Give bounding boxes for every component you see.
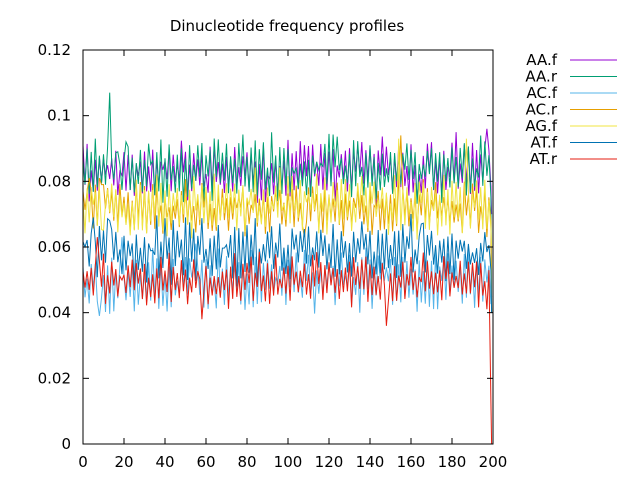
y-tick-label: 0.08 [38, 172, 71, 190]
y-tick-label: 0 [61, 435, 71, 453]
y-tick-label: 0.04 [38, 304, 71, 322]
chart-title: Dinucleotide frequency profiles [170, 17, 405, 35]
x-tick-label: 140 [356, 453, 385, 471]
axes: 0 20 40 60 80 100 120 140 160 180 200 0 0.02 0.04 0.06… [38, 41, 508, 471]
y-tick-label: 0.06 [38, 238, 71, 256]
legend: AA.fAA.rAC.fAC.rAG.fAT.fAT.r [525, 51, 617, 168]
x-tick-label: 200 [479, 453, 508, 471]
x-tick-label: 60 [196, 453, 215, 471]
legend-label: AC.f [526, 84, 557, 102]
plot-lines [82, 92, 493, 445]
series-line-at-f [82, 213, 493, 313]
x-tick-label: 40 [155, 453, 174, 471]
x-tick-label: 80 [237, 453, 256, 471]
x-tick-label: 0 [78, 453, 88, 471]
series-line-ag-f [82, 138, 493, 248]
legend-label: AT.f [530, 134, 557, 152]
series-line-at-r [82, 237, 493, 445]
legend-label: AA.f [526, 51, 557, 69]
legend-label: AA.r [525, 68, 557, 86]
x-tick-label: 180 [438, 453, 467, 471]
x-tick-label: 120 [315, 453, 344, 471]
series-line-aa-r [82, 92, 493, 313]
y-tick-label: 0.12 [38, 41, 71, 59]
legend-label: AG.f [525, 117, 557, 135]
x-tick-label: 20 [114, 453, 133, 471]
y-tick-label: 0.02 [38, 369, 71, 387]
legend-label: AT.r [530, 150, 558, 168]
series-line-ac-f [82, 237, 493, 316]
x-tick-label: 160 [397, 453, 426, 471]
y-tick-label: 0.1 [47, 107, 71, 125]
series-line-aa-f [82, 128, 493, 215]
legend-label: AC.r [526, 101, 558, 119]
x-tick-label: 100 [274, 453, 303, 471]
